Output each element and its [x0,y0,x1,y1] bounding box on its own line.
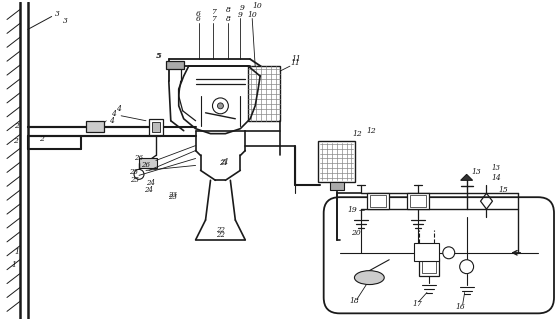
Ellipse shape [354,271,384,284]
Text: 14: 14 [491,174,501,182]
Text: 22: 22 [216,226,225,234]
Text: 2: 2 [39,135,44,143]
Text: 23: 23 [168,191,177,199]
Text: 20: 20 [350,229,361,237]
Bar [422,261,436,273]
Text: 22: 22 [216,231,225,239]
Text: 26: 26 [135,155,144,163]
Text: 1: 1 [15,248,20,256]
FancyBboxPatch shape [324,197,554,313]
Text: 21: 21 [220,158,229,166]
Text: 23: 23 [168,193,177,201]
Text: 12: 12 [353,130,362,138]
Bar [152,122,160,132]
Text: 8: 8 [226,15,231,23]
Text: 9: 9 [238,11,243,19]
Text: 10: 10 [247,11,257,19]
Text: 6: 6 [196,10,201,18]
Text: 19: 19 [348,206,357,214]
Text: 25: 25 [130,176,139,184]
Text: 24: 24 [144,186,154,194]
Text: 11: 11 [290,59,300,67]
Text: 7: 7 [211,15,216,23]
Circle shape [212,98,229,114]
Bar [367,193,389,209]
Text: 17: 17 [412,300,422,308]
Text: 3: 3 [55,10,60,18]
Text: 11: 11 [291,55,301,63]
Text: 24: 24 [146,179,155,187]
Text: 1: 1 [12,261,16,269]
Bar [419,258,439,276]
Bar [407,193,429,209]
Bar [330,182,344,190]
Text: 13: 13 [472,168,481,176]
Text: 4: 4 [109,117,113,125]
Bar [87,121,105,132]
Circle shape [443,247,454,259]
Bar [371,195,386,207]
Text: 21: 21 [219,159,228,167]
Text: 26: 26 [141,161,150,169]
Text: 3: 3 [63,18,68,26]
Bar [414,243,439,261]
Text: 5: 5 [155,52,160,60]
Text: 4: 4 [111,110,116,118]
Text: 15: 15 [499,186,508,194]
Text: 4: 4 [116,105,121,113]
Text: 10: 10 [252,2,262,10]
Circle shape [217,103,224,109]
Bar [248,66,280,121]
Text: 25: 25 [129,168,138,176]
Text: 18: 18 [349,297,359,305]
Bar [149,119,163,135]
Bar [410,195,426,207]
Text: 5: 5 [157,52,162,60]
Text: 13: 13 [492,164,501,172]
Text: 6: 6 [196,15,201,23]
Text: 9: 9 [240,4,245,12]
Text: 8: 8 [226,5,231,13]
Bar [139,158,157,168]
Circle shape [459,260,473,274]
Circle shape [134,169,144,179]
Text: 7: 7 [211,8,216,16]
Polygon shape [461,174,472,180]
Text: 2: 2 [15,122,20,130]
Bar [166,61,184,69]
Text: 16: 16 [456,303,466,311]
Text: 2: 2 [13,137,18,145]
Text: 12: 12 [367,127,376,135]
Bar [318,140,356,182]
